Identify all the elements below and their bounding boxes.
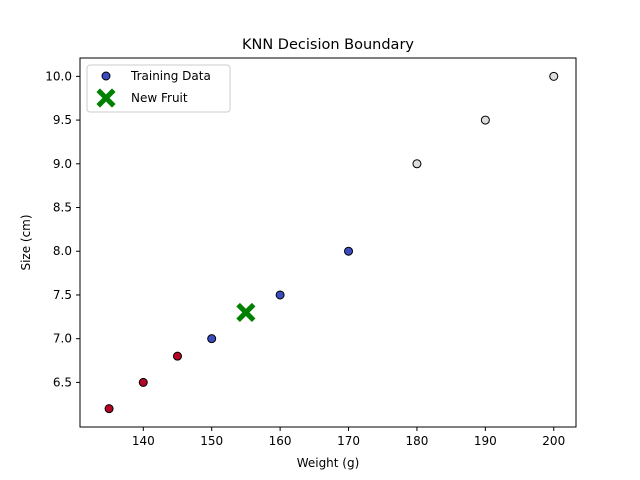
training-data-point (104, 404, 114, 414)
x-tick-label: 160 (269, 434, 292, 448)
legend-new-fruit-label: New Fruit (131, 91, 188, 105)
training-data-point (412, 159, 422, 169)
legend-training-label: Training Data (130, 69, 211, 83)
y-tick-label: 9.0 (53, 157, 72, 171)
y-tick-label: 8.5 (53, 201, 72, 215)
x-tick-label: 150 (200, 434, 223, 448)
y-axis-label: Size (cm) (19, 214, 33, 270)
y-tick-label: 7.0 (53, 332, 72, 346)
legend-training-marker (101, 71, 111, 81)
training-data-point (138, 377, 148, 387)
y-tick-label: 6.5 (53, 375, 72, 389)
training-data-point (480, 115, 490, 125)
x-tick-label: 190 (474, 434, 497, 448)
training-data-point (275, 290, 285, 300)
new-fruit-point (236, 302, 256, 323)
plot-area-frame (79, 57, 577, 428)
training-data-point (549, 71, 559, 81)
legend-new-fruit-marker (96, 88, 116, 108)
x-tick-label: 180 (405, 434, 428, 448)
training-data-point (172, 351, 182, 361)
chart-title: KNN Decision Boundary (242, 37, 414, 53)
legend-box (86, 64, 231, 113)
x-tick-label: 140 (132, 434, 155, 448)
training-data-point (344, 246, 354, 256)
x-tick-label: 200 (542, 434, 565, 448)
training-data-point (207, 334, 217, 344)
y-tick-label: 9.5 (53, 113, 72, 127)
x-tick-label: 170 (337, 434, 360, 448)
y-tick-label: 8.0 (53, 244, 72, 258)
plot-marks (104, 71, 559, 414)
axis-ticks: 140 150 160 170 180 190 200 6.5 7.0 7.5 8.0 8.5 9.0 9… (45, 69, 565, 448)
y-tick-label: 10.0 (45, 69, 72, 83)
y-tick-label: 7.5 (53, 288, 72, 302)
legend: Training Data New Fruit (86, 64, 231, 113)
x-axis-label: Weight (g) (297, 456, 360, 470)
